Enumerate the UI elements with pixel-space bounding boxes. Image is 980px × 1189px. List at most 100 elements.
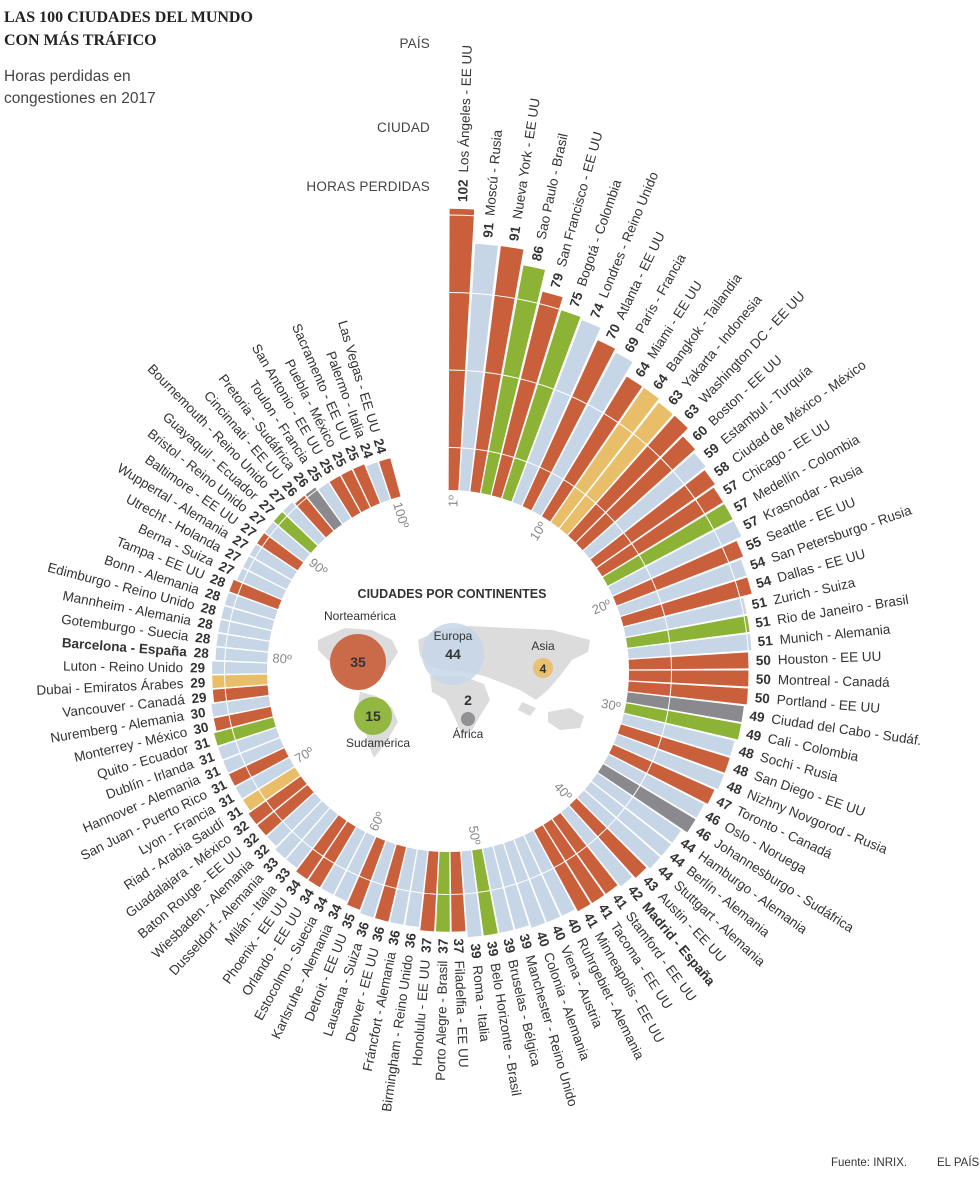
bar-29: [626, 692, 744, 722]
hours-value: 69: [621, 334, 641, 354]
hours-value: 27: [230, 532, 251, 553]
bar-91: [273, 512, 318, 553]
bar-36: [598, 764, 696, 833]
rank-tick-label: 60º: [366, 809, 388, 833]
city-label: 50 Montreal - Canadá: [756, 671, 891, 689]
hours-value: 59: [701, 440, 722, 461]
hours-value: 40: [549, 923, 569, 943]
bar-86: [237, 568, 287, 599]
bar-64: [286, 808, 338, 868]
bar-15: [583, 453, 706, 559]
continent-name: Europa: [434, 629, 473, 643]
hours-value: 63: [665, 386, 686, 408]
bar-49: [483, 846, 514, 933]
city-name: Dubai - Emiratos Árabes: [36, 676, 184, 698]
hours-value: 28: [208, 571, 228, 591]
bar-79: [212, 661, 268, 674]
rank-tick-label: 30º: [600, 696, 622, 715]
hours-value: 46: [693, 823, 714, 844]
bar-19: [608, 520, 742, 596]
hours-value: 27: [247, 508, 268, 529]
continent-count: 35: [350, 654, 366, 670]
bar-57: [375, 844, 407, 922]
continent-bubble: [422, 623, 484, 685]
city-label: 39 Roma - Italia: [468, 943, 493, 1043]
bar-20: [613, 541, 744, 606]
title-line-2: CON MÁS TRÁFICO: [4, 32, 157, 49]
bar-96: [329, 475, 361, 518]
title-line-1: LAS 100 CIUDADES DEL MUNDO: [4, 9, 253, 26]
bar-67: [257, 785, 314, 836]
hours-value: 57: [741, 512, 761, 532]
bar-10: [541, 376, 643, 522]
continent-bubble: [330, 634, 386, 690]
continent-bubble: [354, 697, 392, 735]
grid-ring: [69, 292, 827, 1050]
continent-af: 2 África: [453, 692, 484, 741]
continent-bubble: [533, 658, 553, 678]
hours-value: 57: [731, 494, 751, 514]
bar-39: [577, 790, 661, 869]
hours-value: 54: [754, 572, 773, 591]
hours-value: 37: [418, 937, 434, 953]
bar-65: [275, 801, 330, 859]
bar-17: [596, 487, 723, 577]
bar-50: [472, 848, 498, 936]
bar-47: [504, 839, 546, 928]
hours-value: 75: [566, 289, 585, 309]
bar-21: [617, 559, 747, 616]
city-name: Nueva York - EE UU: [509, 97, 542, 220]
bar-9: [532, 352, 633, 516]
hours-value: 25: [317, 456, 338, 477]
bar-82: [218, 619, 272, 641]
continent-as: 4 Asia: [531, 639, 555, 678]
bar-25: [627, 633, 752, 659]
bar-6: [502, 309, 581, 502]
bar-98: [353, 463, 380, 508]
city-label: 102 Los Ángeles - EE UU: [455, 45, 475, 202]
hours-value: 74: [587, 300, 607, 320]
bar-2: [459, 243, 498, 492]
city-name: Montreal - Canadá: [778, 672, 891, 690]
continent-count: 4: [540, 662, 547, 676]
bar-66: [267, 793, 322, 847]
bar-85: [229, 579, 282, 610]
bar-99: [366, 462, 391, 503]
hours-value: 40: [565, 916, 585, 936]
bar-93: [295, 495, 334, 538]
hours-value: 32: [251, 841, 272, 862]
bar-18: [602, 504, 733, 586]
bar-8: [522, 340, 616, 511]
city-name: Porto Alegre - Brasil: [432, 961, 449, 1081]
chart-subtitle: Horas perdidas en congestiones en 2017: [4, 66, 156, 110]
hours-value: 60: [689, 422, 710, 443]
bar-69: [243, 767, 301, 811]
bar-40: [569, 798, 647, 878]
hours-value: 51: [754, 613, 772, 630]
bar-88: [249, 544, 297, 580]
hours-value: 24: [371, 437, 390, 456]
bar-100: [378, 458, 401, 500]
hours-value: 24: [357, 441, 376, 461]
hours-value: 86: [528, 244, 546, 262]
continent-na: 35 Norteamérica: [324, 609, 396, 690]
hours-value: 39: [485, 940, 502, 957]
hours-value: 31: [197, 748, 217, 767]
hours-value: 79: [547, 271, 565, 289]
bar-46: [514, 835, 561, 923]
bar-42: [552, 812, 618, 894]
continent-name: Asia: [531, 639, 555, 653]
bar-16: [590, 470, 715, 568]
hours-value: 28: [193, 645, 210, 661]
hours-value: 25: [330, 449, 350, 470]
source-note: Fuente: INRIX.: [831, 1157, 908, 1169]
bar-11: [551, 387, 659, 528]
hours-value: 32: [230, 817, 251, 838]
city-label: Porto Alegre - Brasil 37: [432, 939, 450, 1081]
hours-value: 39: [517, 932, 536, 951]
continent-bubbles: 35 Norteamérica 44 Europa 4 Asia 15 Sudamérica 2…: [324, 609, 555, 750]
continent-count: 2: [464, 692, 472, 708]
bar-94: [305, 487, 342, 531]
